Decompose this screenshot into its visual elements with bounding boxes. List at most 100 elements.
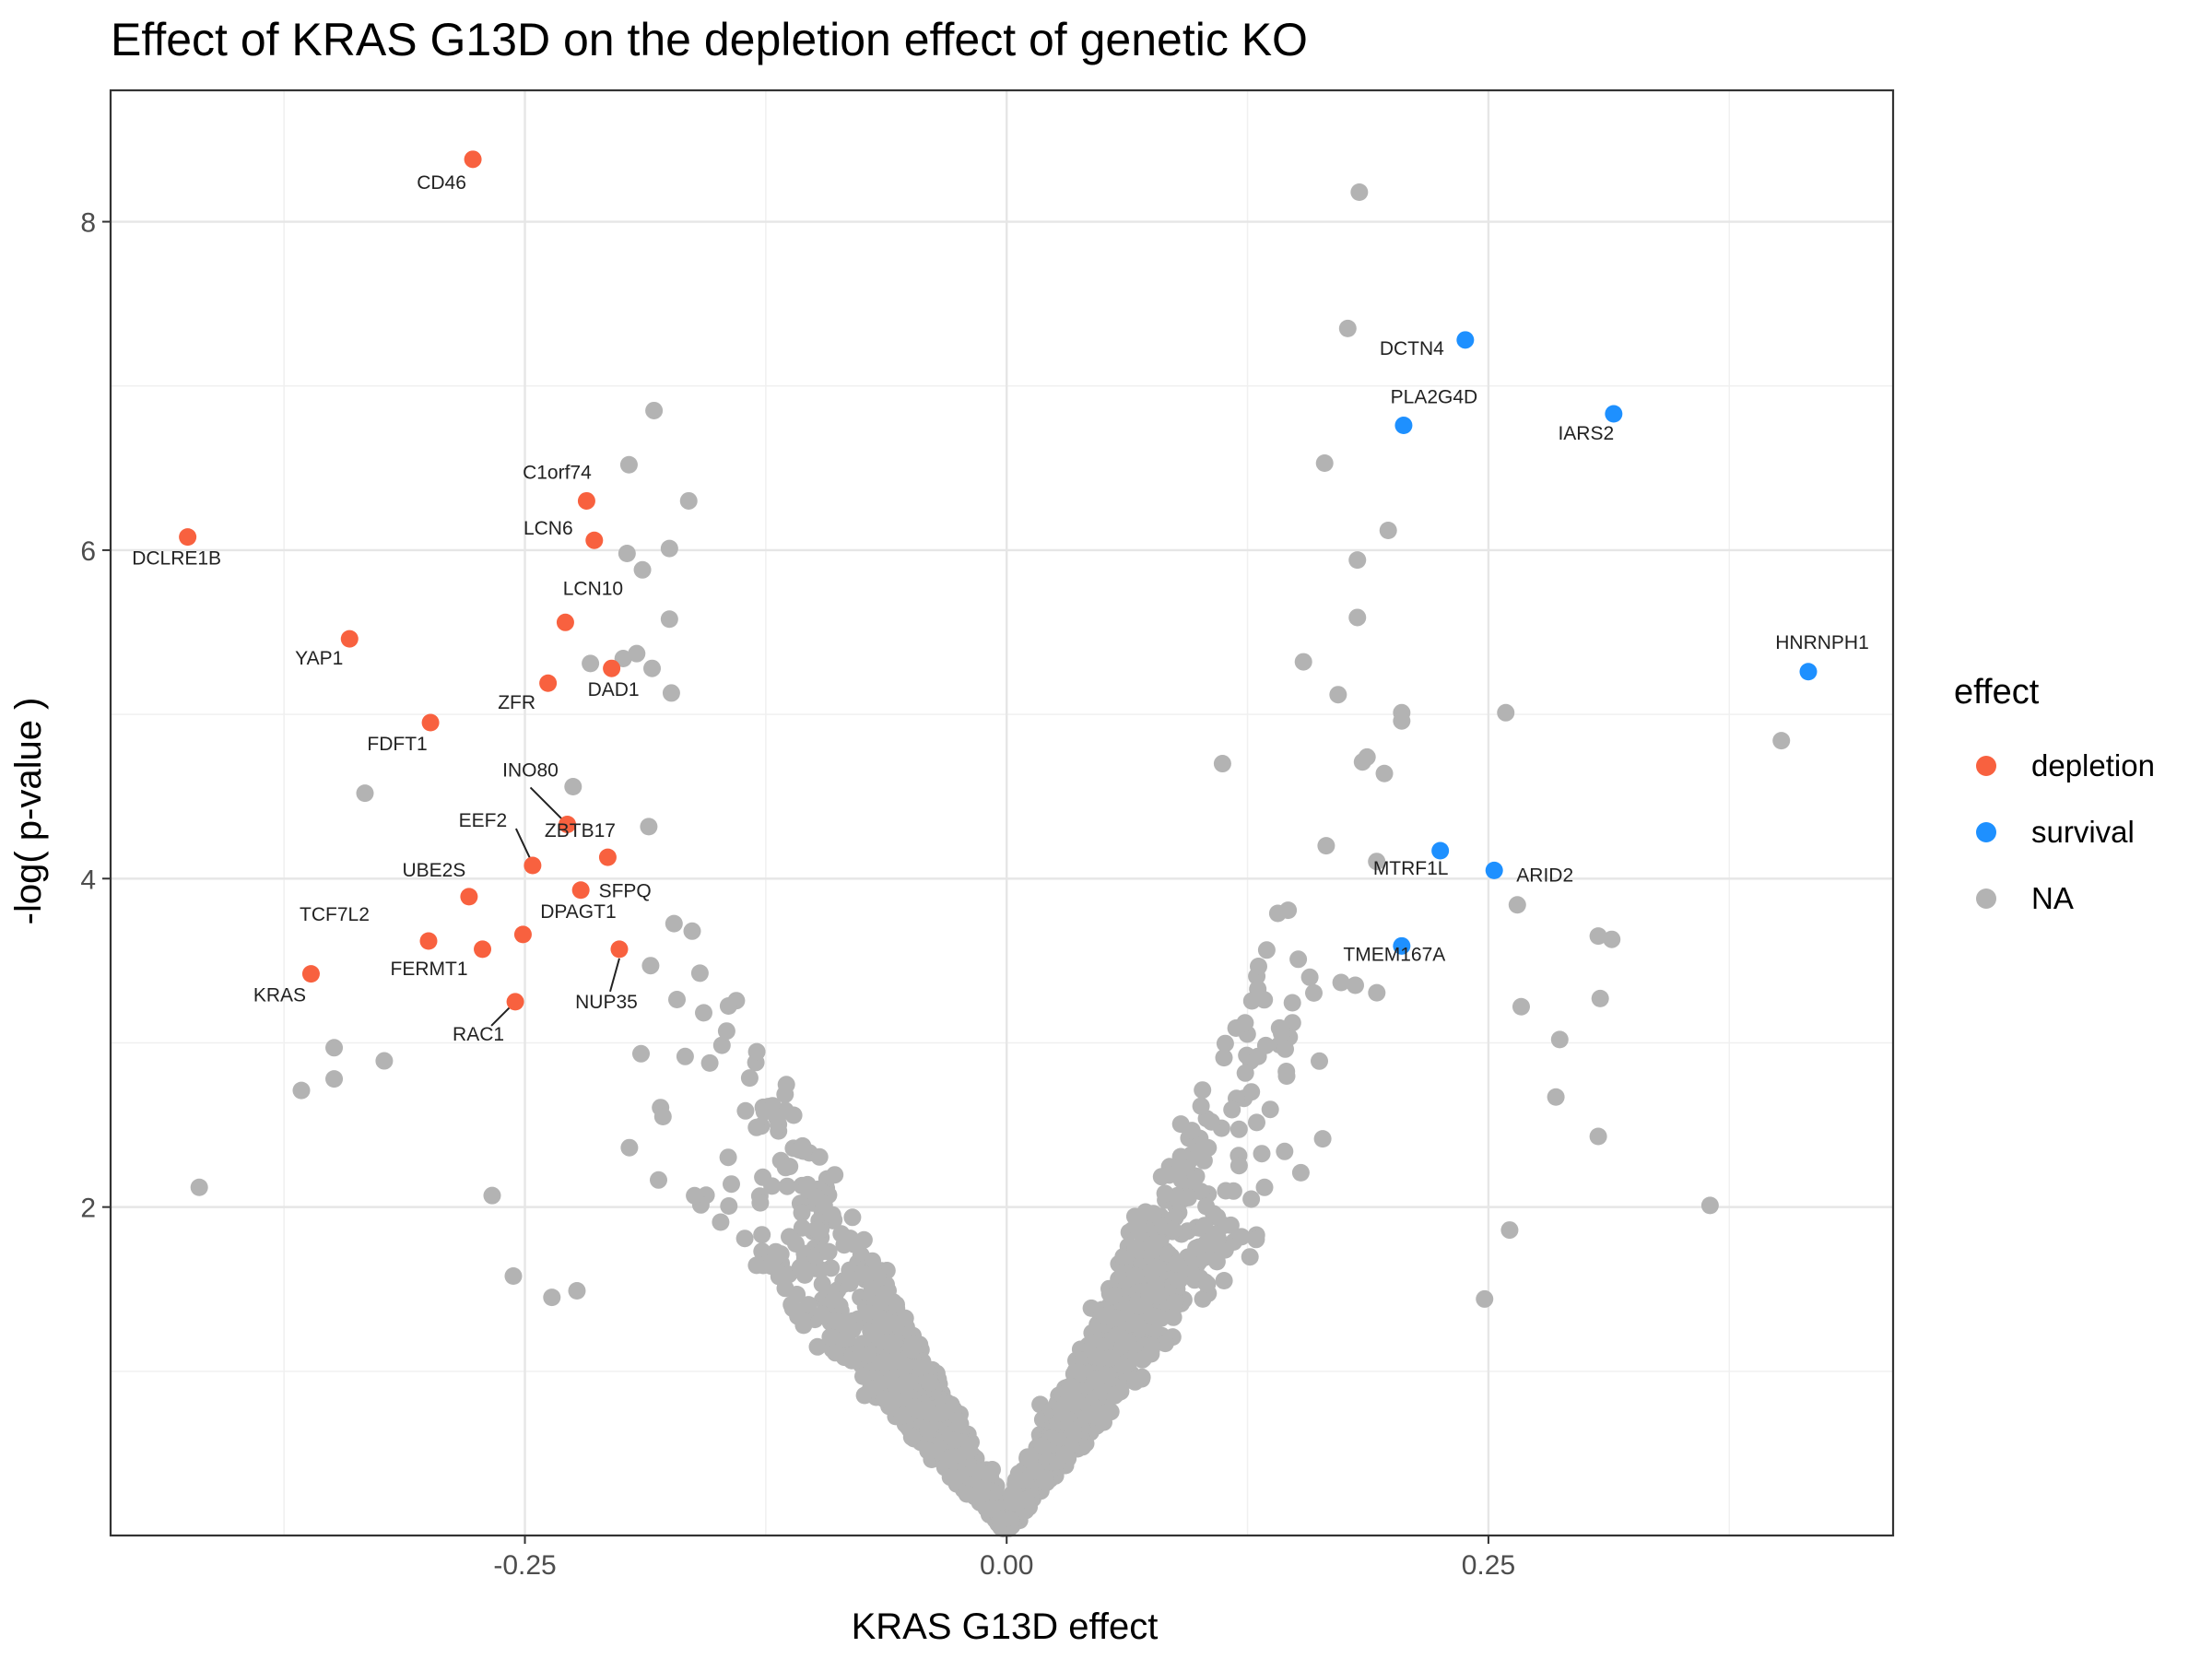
na-point <box>683 922 701 940</box>
na-point <box>1242 1190 1261 1208</box>
na-point <box>483 1186 501 1205</box>
y-axis-label: -log( p-value ) <box>8 698 49 925</box>
point-zbtb17 <box>598 848 617 866</box>
point-pla2g4d <box>1394 416 1413 434</box>
na-point <box>1152 1168 1171 1186</box>
na-point <box>1107 1385 1125 1404</box>
na-point <box>1095 1307 1113 1325</box>
na-point <box>643 659 662 677</box>
na-point <box>807 1188 826 1206</box>
na-point <box>717 1022 735 1041</box>
na-point <box>1194 1081 1212 1100</box>
na-outlier-points <box>190 182 1791 1308</box>
label-ino80: INO80 <box>502 759 559 781</box>
na-point <box>1497 703 1515 722</box>
na-point <box>1018 1448 1037 1466</box>
na-point <box>1086 1371 1104 1388</box>
na-point <box>778 1177 796 1195</box>
legend-label: NA <box>2031 881 2074 915</box>
na-point <box>1130 1223 1147 1241</box>
na-point <box>325 1039 344 1057</box>
na-point <box>735 1230 754 1248</box>
na-point <box>1187 1239 1206 1257</box>
highlighted-points <box>179 150 1818 1011</box>
point-eef2 <box>524 856 542 875</box>
legend-survival-dot <box>1976 822 1996 842</box>
na-point <box>700 1053 719 1072</box>
label-cd46: CD46 <box>417 172 466 194</box>
point-fermt1 <box>474 940 492 959</box>
point-dpagt1 <box>513 925 532 944</box>
na-point <box>905 1398 924 1416</box>
na-point <box>1182 1122 1201 1140</box>
label-dad1: DAD1 <box>588 679 640 700</box>
na-point <box>829 1312 847 1331</box>
na-point <box>645 401 664 419</box>
na-point <box>1379 522 1397 540</box>
na-point <box>810 1147 829 1166</box>
na-point <box>1313 1130 1332 1148</box>
na-point <box>875 1390 893 1408</box>
na-point <box>653 1108 672 1125</box>
na-point <box>1550 1030 1569 1049</box>
label-tmem167a: TMEM167A <box>1343 944 1445 965</box>
na-point <box>1476 1289 1494 1308</box>
na-point <box>1347 976 1364 994</box>
na-point <box>776 1085 794 1103</box>
na-point <box>1068 1393 1087 1411</box>
na-point <box>1168 1254 1186 1273</box>
na-point <box>1146 1234 1164 1253</box>
na-point <box>1268 904 1287 923</box>
na-point <box>1255 1178 1274 1196</box>
na-point <box>1179 1188 1197 1206</box>
na-point <box>781 1158 799 1176</box>
na-point <box>1100 1349 1119 1367</box>
na-point <box>799 1296 818 1314</box>
na-point <box>808 1337 827 1356</box>
na-point <box>1119 1333 1137 1351</box>
na-point <box>543 1288 561 1307</box>
point-ino80 <box>559 815 577 833</box>
na-point <box>1247 1230 1265 1249</box>
point-mtrf1l <box>1431 841 1450 860</box>
x-axis-label: KRAS G13D effect <box>852 1606 1159 1647</box>
na-point <box>1315 453 1334 472</box>
chart-title: Effect of KRAS G13D on the depletion eff… <box>111 14 1308 65</box>
label-dctn4: DCTN4 <box>1380 338 1444 359</box>
na-point <box>1156 1184 1174 1203</box>
na-point <box>1104 1287 1123 1305</box>
na-point <box>1198 1275 1217 1293</box>
na-point <box>769 1108 787 1125</box>
na-point <box>981 1500 999 1518</box>
label-nup35: NUP35 <box>575 992 638 1013</box>
na-point <box>821 1328 840 1347</box>
leader-line-nup35 <box>609 958 620 993</box>
na-point <box>1332 973 1350 992</box>
na-point <box>740 1069 759 1088</box>
na-point <box>835 1330 853 1348</box>
label-fdft1: FDFT1 <box>367 734 427 755</box>
point-nup35 <box>610 940 629 959</box>
na-point <box>1126 1372 1144 1391</box>
na-point <box>641 957 660 975</box>
na-point <box>784 1106 803 1124</box>
na-point <box>1500 1221 1519 1240</box>
na-point <box>1242 992 1261 1010</box>
na-point <box>793 1204 811 1222</box>
na-point <box>1250 958 1267 975</box>
na-point <box>679 491 698 510</box>
na-point <box>1273 1024 1290 1042</box>
na-point <box>1126 1239 1145 1257</box>
na-point <box>1508 896 1526 914</box>
legend: effect depletion survival NA <box>1954 673 2194 932</box>
na-point <box>1133 1350 1151 1369</box>
na-point <box>826 1166 844 1184</box>
na-point <box>1223 1100 1241 1119</box>
legend-item-na: NA <box>1954 865 2194 932</box>
na-point <box>751 1194 770 1212</box>
na-point <box>875 1285 893 1303</box>
na-point <box>1393 712 1411 730</box>
label-iars2: IARS2 <box>1558 423 1614 444</box>
na-point <box>620 1138 639 1157</box>
na-point <box>1317 837 1335 855</box>
